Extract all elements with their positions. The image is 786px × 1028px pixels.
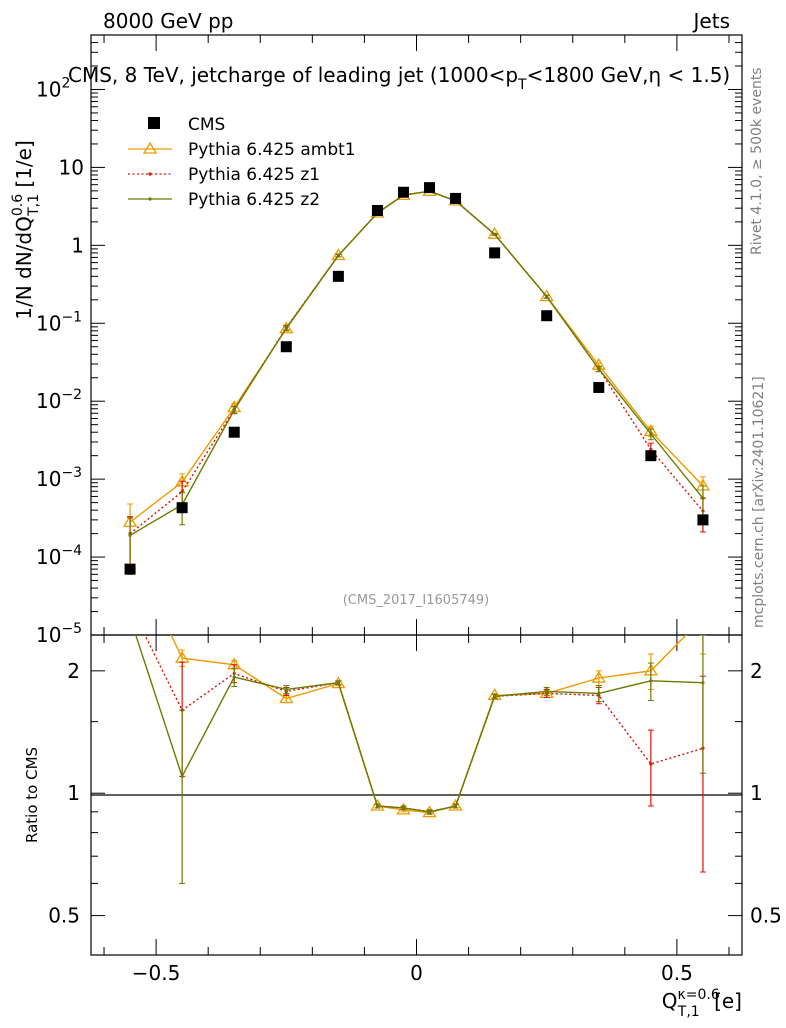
ratio-pythia-6-425-z1: [144, 635, 706, 873]
data-point: [124, 563, 136, 575]
ratio-point: [401, 806, 406, 810]
series-pythia-6-425-z2: [127, 189, 706, 575]
y-tick-label: 10−3: [36, 465, 82, 491]
ratio-point: [597, 691, 601, 696]
ratio-tick-label-right: 0.5: [750, 904, 782, 928]
ratio-point: [232, 675, 236, 679]
data-point: [450, 192, 462, 204]
y-tick-label: 10: [59, 155, 84, 179]
ratio-point: [649, 762, 653, 766]
data-point: [593, 381, 605, 393]
ratio-axis-label: Ratio to CMS: [23, 747, 41, 843]
analysis-id: (CMS_2017_I1605749): [343, 593, 490, 608]
data-point: [284, 326, 288, 330]
ratio-line: [135, 635, 703, 813]
ratio-pythia-6-425-z2: [135, 635, 706, 884]
y-tick-label: 1: [71, 233, 84, 257]
legend-label-z2: Pythia 6.425 z2: [188, 190, 320, 210]
ratio-point: [591, 670, 606, 683]
data-point: [489, 247, 501, 259]
ratio-point: [453, 804, 458, 808]
data-point: [228, 426, 240, 438]
main-plot-series: [122, 182, 711, 575]
series-cms: [124, 182, 709, 575]
ratio-point: [545, 689, 549, 694]
ratio-tick-label-right: 2: [750, 659, 763, 683]
legend-label-ambt1: Pythia 6.425 ambt1: [188, 140, 356, 160]
process-label: Jets: [692, 9, 730, 33]
ratio-point: [180, 774, 184, 778]
legend-marker-z1: [148, 172, 152, 176]
ratio-point: [375, 804, 380, 808]
series-pythia-6-425-ambt1: [122, 184, 711, 566]
data-point: [128, 533, 132, 537]
ratio-line: [144, 635, 704, 813]
data-point: [336, 253, 340, 258]
ratio-point: [336, 681, 340, 685]
series-pythia-6-425-z1: [127, 189, 706, 570]
data-point: [645, 450, 657, 462]
series-line: [129, 190, 704, 535]
ratio-point: [649, 679, 653, 683]
x-tick-label: 0: [410, 961, 423, 985]
y-axis-label: 1/N dN/dQ0.6T,1 [1/e]: [10, 140, 42, 320]
x-axis: −0.5 0 0.5: [103, 35, 730, 985]
ratio-point: [701, 681, 705, 685]
data-point: [597, 367, 601, 371]
legend-marker-ambt1: [142, 141, 158, 154]
data-point: [493, 232, 497, 237]
ratio-tick-label: 0.5: [48, 904, 80, 928]
mcplots-label: mcplots.cern.ch [arXiv:2401.10621]: [751, 376, 767, 628]
data-point: [371, 204, 383, 216]
ratio-point: [427, 810, 432, 814]
plot-title: CMS, 8 TeV, jetcharge of leading jet (10…: [68, 63, 730, 93]
ratio-tick-label-right: 1: [750, 781, 763, 805]
legend-marker-z2: [148, 197, 152, 201]
ratio-y-axis: 0.5 0.5 1 1 2 2: [48, 659, 782, 928]
series-line: [129, 190, 704, 536]
ratio-point: [448, 798, 463, 811]
data-point: [649, 432, 653, 436]
data-point: [697, 514, 709, 526]
ratio-pythia-6-425-ambt1: [170, 635, 706, 818]
y-tick-label: 10−2: [36, 387, 82, 413]
data-point: [232, 408, 236, 412]
legend: CMS Pythia 6.425 ambt1 Pythia 6.425 z1 P…: [128, 115, 356, 210]
data-point: [280, 341, 292, 353]
y-tick-label: 10−4: [36, 543, 82, 569]
data-point: [279, 321, 294, 334]
data-point: [701, 496, 705, 500]
y-tick-label: 10−1: [36, 309, 82, 335]
legend-marker-cms: [148, 117, 160, 129]
rivet-version-label: Rivet 4.1.0, ≥ 500k events: [749, 67, 765, 255]
energy-label: 8000 GeV pp: [103, 9, 234, 33]
data-point: [424, 182, 436, 194]
ratio-tick-label: 2: [67, 659, 80, 683]
ratio-tick-label: 1: [67, 781, 80, 805]
data-point: [541, 310, 553, 322]
ratio-point: [279, 691, 294, 704]
legend-label-cms: CMS: [188, 115, 225, 135]
x-tick-label: −0.5: [132, 961, 181, 985]
data-point: [539, 289, 554, 302]
ratio-point: [370, 798, 385, 811]
ratio-point: [493, 694, 497, 699]
data-point: [545, 294, 549, 299]
y-tick-label: 10−5: [36, 621, 82, 647]
x-axis-label: Qκ=0.6 T,1 [e]: [662, 987, 742, 1020]
ratio-plot-series: [135, 635, 706, 884]
y-tick-label: 102: [36, 75, 70, 101]
data-point: [397, 186, 409, 198]
series-line: [129, 190, 704, 523]
main-y-axis: 10−5 10−4 10−3 10−2 10−1 1 10 102: [36, 34, 742, 647]
ratio-point: [284, 687, 288, 692]
data-point: [176, 502, 188, 514]
data-point: [332, 270, 344, 282]
x-tick-label: 0.5: [661, 961, 693, 985]
ratio-line: [170, 635, 688, 814]
legend-label-z1: Pythia 6.425 z1: [188, 165, 320, 185]
